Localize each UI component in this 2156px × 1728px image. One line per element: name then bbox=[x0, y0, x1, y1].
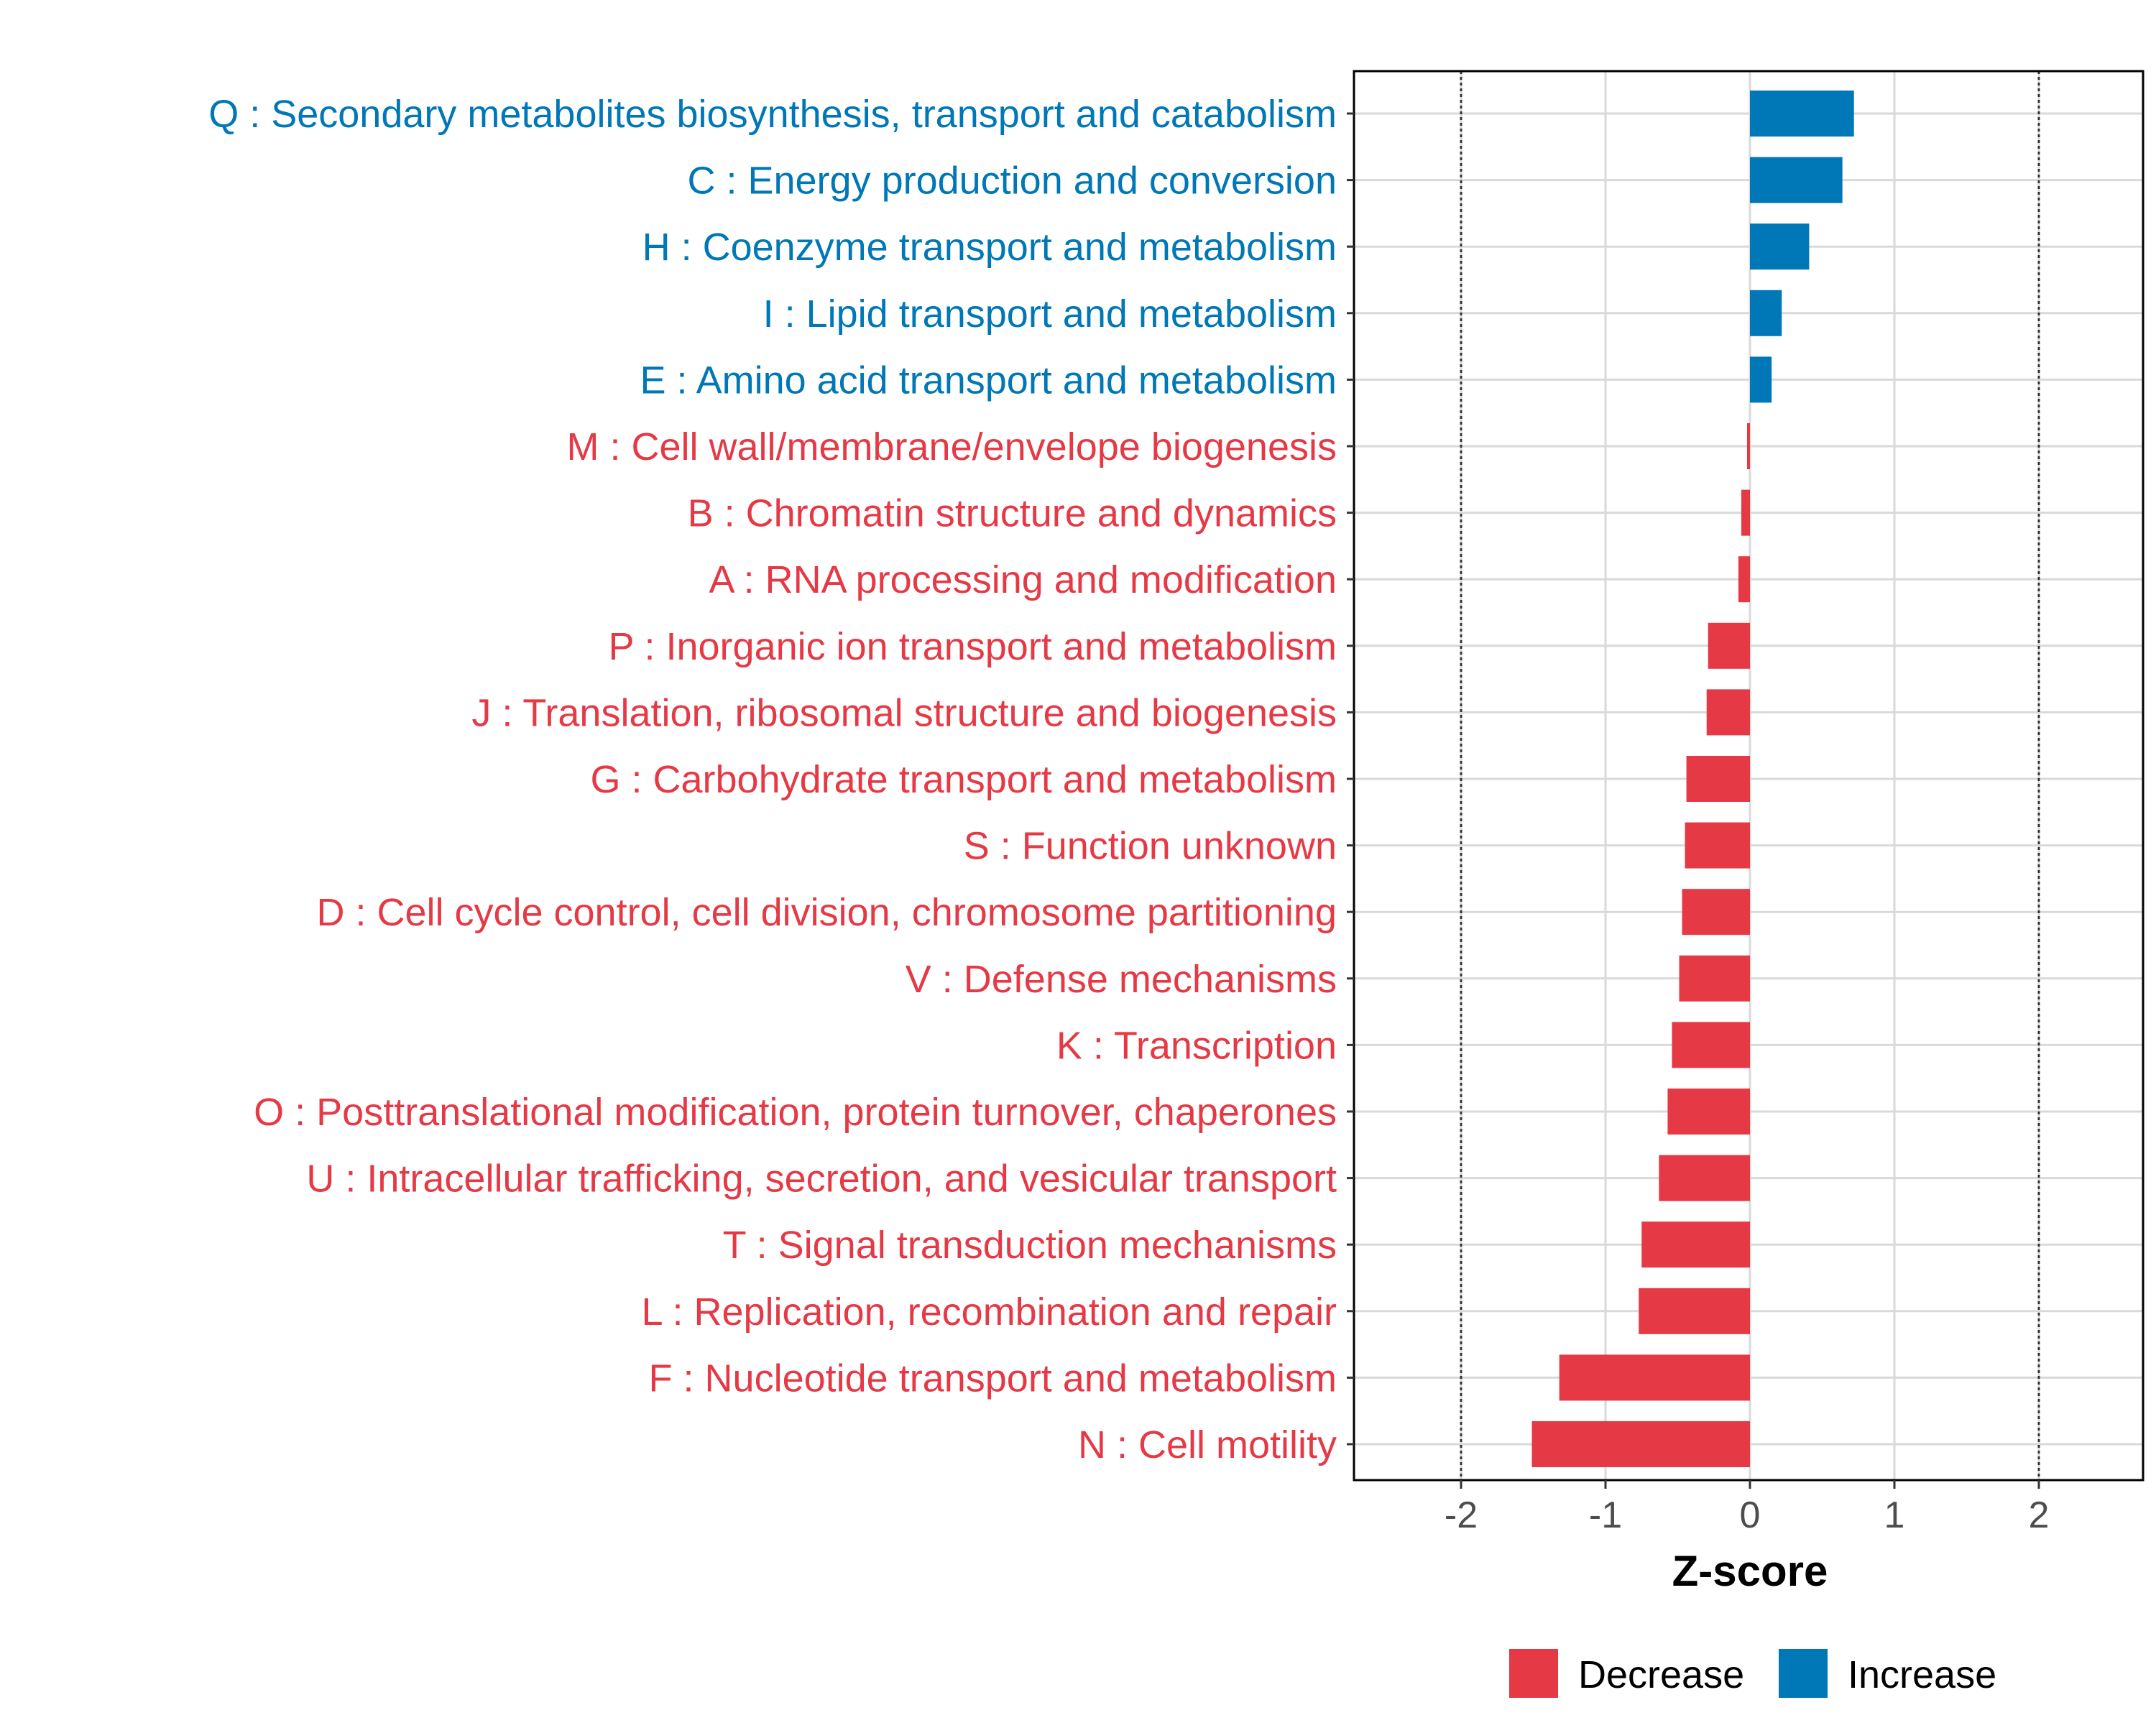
y-tick-label: T : Signal transduction mechanisms bbox=[723, 1224, 1337, 1267]
x-tick-label: 1 bbox=[1884, 1494, 1905, 1536]
legend: Decrease Increase bbox=[1509, 1649, 1996, 1698]
bar-b bbox=[1741, 489, 1750, 536]
bar-d bbox=[1682, 889, 1750, 935]
y-tick-label: E : Amino acid transport and metabolism bbox=[640, 359, 1337, 402]
y-tick-label: J : Translation, ribosomal structure and… bbox=[471, 691, 1337, 734]
y-tick-label: L : Replication, recombination and repai… bbox=[641, 1290, 1337, 1334]
bars bbox=[1531, 91, 1854, 1467]
legend-label-decrease: Decrease bbox=[1578, 1653, 1744, 1696]
bar-s bbox=[1685, 822, 1750, 869]
legend-swatch-increase bbox=[1779, 1649, 1828, 1698]
x-tick-label: 0 bbox=[1740, 1494, 1761, 1536]
bar-a bbox=[1738, 556, 1750, 603]
bar-l bbox=[1639, 1288, 1750, 1334]
bar-h bbox=[1750, 223, 1810, 270]
x-tick-label: -2 bbox=[1445, 1494, 1478, 1536]
bar-j bbox=[1706, 689, 1750, 736]
x-axis-title: Z-score bbox=[1672, 1547, 1828, 1595]
bar-v bbox=[1679, 955, 1750, 1002]
legend-swatch-decrease bbox=[1509, 1649, 1558, 1698]
bar-p bbox=[1708, 622, 1750, 669]
y-axis: Q : Secondary metabolites biosynthesis, … bbox=[208, 93, 1354, 1466]
y-tick-label: Q : Secondary metabolites biosynthesis, … bbox=[208, 93, 1337, 136]
x-tick-label: -1 bbox=[1589, 1494, 1622, 1536]
y-tick-label: H : Coenzyme transport and metabolism bbox=[642, 226, 1337, 269]
y-tick-label: V : Defense mechanisms bbox=[906, 958, 1337, 1001]
bar-f bbox=[1559, 1354, 1750, 1401]
bar-g bbox=[1686, 756, 1750, 802]
reference-lines bbox=[1460, 71, 2040, 1480]
y-tick-label: P : Inorganic ion transport and metaboli… bbox=[608, 625, 1337, 668]
y-tick-label: U : Intracellular trafficking, secretion… bbox=[306, 1158, 1337, 1201]
bar-o bbox=[1667, 1089, 1750, 1135]
bar-i bbox=[1750, 290, 1782, 336]
bar-c bbox=[1750, 157, 1843, 203]
y-tick-label: B : Chromatin structure and dynamics bbox=[688, 492, 1337, 535]
y-tick-label: C : Energy production and conversion bbox=[687, 160, 1337, 203]
bar-m bbox=[1746, 423, 1750, 469]
legend-label-increase: Increase bbox=[1848, 1653, 1996, 1696]
y-tick-label: G : Carbohydrate transport and metabolis… bbox=[591, 758, 1337, 801]
bar-q bbox=[1750, 91, 1854, 137]
y-tick-label: O : Posttranslational modification, prot… bbox=[254, 1091, 1337, 1134]
x-tick-label: 2 bbox=[2029, 1494, 2050, 1536]
bar-e bbox=[1750, 356, 1772, 403]
y-tick-label: I : Lipid transport and metabolism bbox=[763, 292, 1337, 336]
bar-n bbox=[1531, 1421, 1750, 1467]
bar-t bbox=[1641, 1221, 1750, 1268]
y-tick-label: N : Cell motility bbox=[1078, 1423, 1337, 1466]
y-tick-label: A : RNA processing and modification bbox=[709, 558, 1337, 601]
y-tick-label: K : Transcription bbox=[1056, 1024, 1337, 1067]
bar-k bbox=[1672, 1022, 1750, 1068]
y-tick-label: S : Function unknown bbox=[964, 825, 1337, 868]
plot-frame bbox=[1353, 70, 2145, 1482]
y-tick-label: M : Cell wall/membrane/envelope biogenes… bbox=[566, 425, 1337, 468]
y-tick-label: F : Nucleotide transport and metabolism bbox=[649, 1357, 1337, 1400]
bar-u bbox=[1659, 1155, 1750, 1201]
y-tick-label: D : Cell cycle control, cell division, c… bbox=[316, 891, 1337, 934]
x-axis: -2 -1 0 1 2 bbox=[1445, 1480, 2050, 1536]
